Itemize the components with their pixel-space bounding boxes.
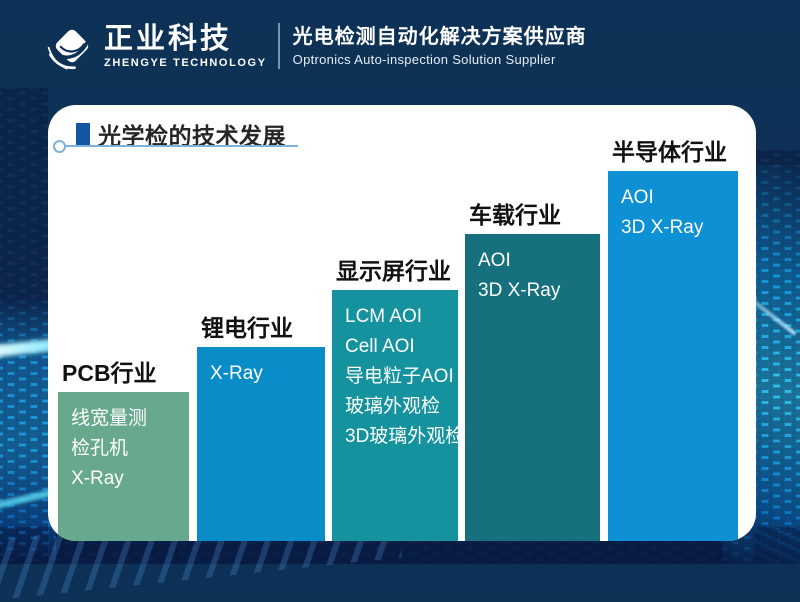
bar-item: 3D X-Ray bbox=[478, 280, 561, 301]
brand-block: 正业科技 ZHENGYE TECHNOLOGY bbox=[104, 24, 267, 69]
bar-item: LCM AOI bbox=[345, 306, 423, 327]
brand-subtitle: ZHENGYE TECHNOLOGY bbox=[104, 56, 267, 69]
industry-label: 车载行业 bbox=[469, 202, 561, 228]
industry-bar: 线宽量测 检孔机 X-Ray bbox=[58, 392, 189, 541]
industry-column-automotive: 车载行业 AOI 3D X-Ray bbox=[465, 202, 600, 541]
section-title-row: 光学检的技术发展 bbox=[76, 117, 286, 151]
halftone-dots-right bbox=[754, 150, 800, 564]
industry-bar: AOI 3D X-Ray bbox=[465, 234, 600, 541]
industry-label: 锂电行业 bbox=[201, 315, 293, 341]
title-underline bbox=[53, 140, 298, 153]
industry-column-display: 显示屏行业 LCM AOI Cell AOI 导电粒子AOI 玻璃外观检 3D玻… bbox=[332, 258, 465, 541]
industry-bar: LCM AOI Cell AOI 导电粒子AOI 玻璃外观检 3D玻璃外观检 bbox=[332, 290, 465, 541]
tagline-english: Optronics Auto-inspection Solution Suppl… bbox=[292, 51, 556, 67]
content-card: 光学检的技术发展 PCB行业 线宽量测 检孔机 X-Ray 锂电行业 X-Ray… bbox=[48, 105, 756, 541]
brand-name: 正业科技 bbox=[104, 22, 233, 55]
bar-item: AOI bbox=[621, 187, 654, 208]
bar-item: 检孔机 bbox=[71, 438, 129, 459]
bar-item: 3D X-Ray bbox=[621, 217, 704, 238]
bar-item: 线宽量测 bbox=[71, 408, 148, 429]
industry-column-lithium: 锂电行业 X-Ray bbox=[197, 315, 325, 541]
bar-item: 玻璃外观检 bbox=[345, 396, 441, 417]
industry-column-semiconductor: 半导体行业 AOI 3D X-Ray bbox=[608, 139, 738, 541]
underline-circle-icon bbox=[53, 140, 66, 153]
industry-label: PCB行业 bbox=[62, 360, 157, 386]
header: 正业科技 ZHENGYE TECHNOLOGY 光电检测自动化解决方案供应商 O… bbox=[0, 0, 800, 92]
industry-label: 半导体行业 bbox=[612, 139, 727, 165]
title-bullet bbox=[76, 123, 90, 145]
tagline-block: 光电检测自动化解决方案供应商 Optronics Auto-inspection… bbox=[293, 26, 587, 67]
industry-bar: X-Ray bbox=[197, 347, 325, 541]
bar-item: X-Ray bbox=[71, 468, 124, 489]
tagline-chinese: 光电检测自动化解决方案供应商 bbox=[292, 25, 587, 48]
bar-item: AOI bbox=[478, 250, 511, 271]
industry-label: 显示屏行业 bbox=[336, 258, 451, 284]
industry-bar: AOI 3D X-Ray bbox=[608, 171, 738, 541]
slide-title: 光学检的技术发展 bbox=[98, 123, 286, 149]
bar-item: X-Ray bbox=[210, 363, 263, 384]
bar-item: 3D玻璃外观检 bbox=[345, 426, 465, 447]
industry-column-pcb: PCB行业 线宽量测 检孔机 X-Ray bbox=[58, 360, 189, 541]
bar-item: Cell AOI bbox=[345, 336, 415, 357]
bar-item: 导电粒子AOI bbox=[345, 366, 454, 387]
halftone-dots-left bbox=[0, 88, 48, 564]
header-divider bbox=[277, 23, 280, 69]
company-logo-icon bbox=[47, 29, 90, 70]
